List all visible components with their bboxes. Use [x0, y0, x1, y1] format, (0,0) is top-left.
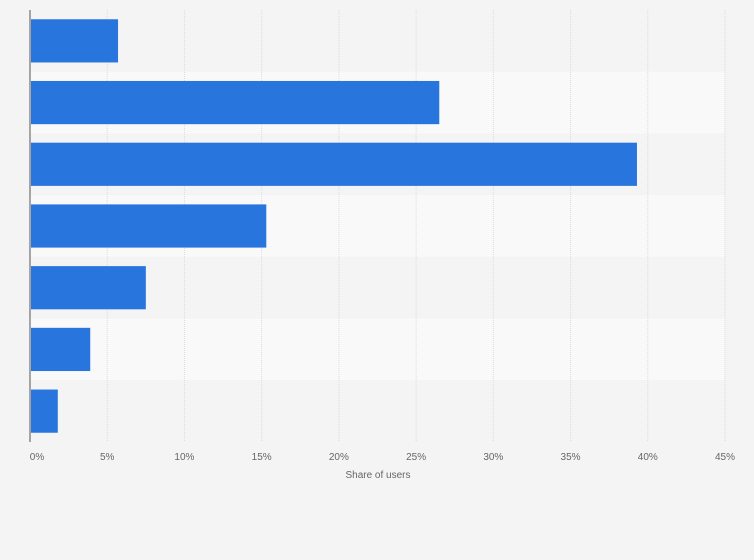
x-tick-label: 5% — [100, 452, 115, 463]
x-tick-label: 40% — [638, 452, 658, 463]
bar — [31, 327, 91, 372]
bar — [31, 266, 146, 310]
x-tick-label: 15% — [252, 452, 272, 463]
x-tick-label: 45% — [715, 452, 735, 463]
x-axis-title: Share of users — [345, 470, 410, 481]
bars — [31, 19, 637, 433]
x-tick-label: 35% — [561, 452, 581, 463]
row-band — [30, 10, 725, 72]
bar — [31, 19, 119, 63]
bar — [31, 204, 267, 248]
x-tick-label: 20% — [329, 452, 349, 463]
bar — [31, 142, 637, 186]
x-tick-label: 30% — [483, 452, 503, 463]
bar — [31, 389, 58, 433]
x-tick-label: 0% — [30, 452, 45, 463]
row-band — [30, 380, 725, 442]
x-tick-labels: 0% 5% 10% 15% 20% 25% 30% 35% 40% 45% — [30, 452, 735, 463]
row-band — [30, 318, 725, 381]
x-tick-label: 10% — [174, 452, 194, 463]
x-tick-label: 25% — [406, 452, 426, 463]
bar — [31, 80, 440, 125]
